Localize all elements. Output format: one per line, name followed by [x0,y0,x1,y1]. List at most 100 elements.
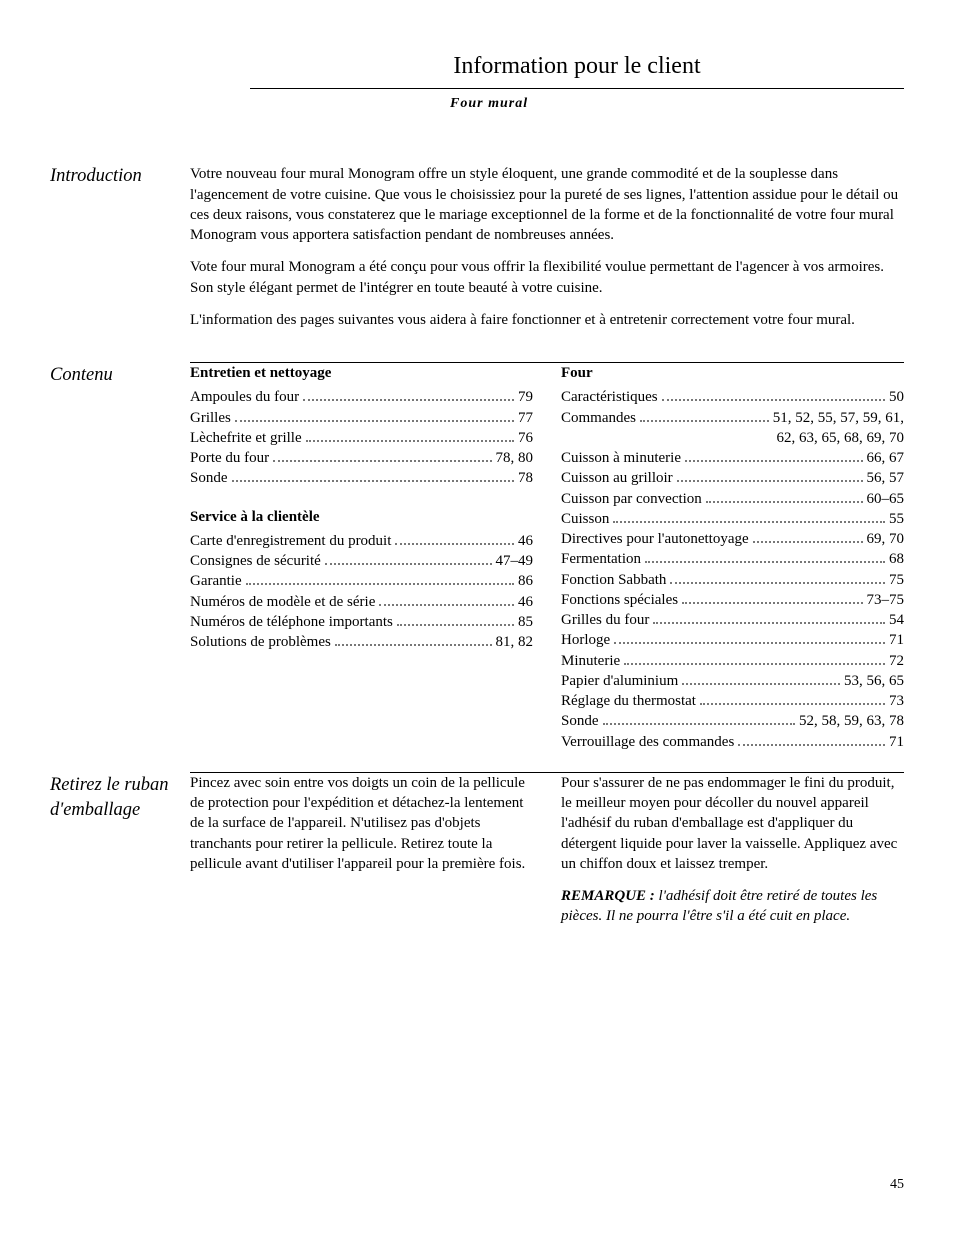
index-entry-page: 66, 67 [867,448,905,468]
leader-dots [653,622,885,624]
section-heading-remove-tape: Retirez le ruban d'emballage [50,773,190,939]
index-entry-label: Ampoules du four [190,387,299,407]
index-entry: Réglage du thermostat73 [561,691,904,711]
remove-tape-paragraph: Pour s'assurer de ne pas endommager le f… [561,773,904,874]
leader-dots [700,703,885,705]
index-entry-label: Sonde [561,711,599,731]
index-entry: Fermentation 68 [561,549,904,569]
remove-tape-paragraph: Pincez avec soin entre vos doigts un coi… [190,773,533,874]
introduction-paragraph: L'information des pages suivantes vous a… [190,310,904,330]
index-entry: Cuisson par convection 60–65 [561,489,904,509]
index-entry-page: 73–75 [867,590,905,610]
index-entry: Fonction Sabbath75 [561,570,904,590]
page-subtitle: Four mural [250,89,904,114]
index-entry: Carte d'enregistrement du produit46 [190,531,533,551]
index-entry-label: Caractéristiques [561,387,658,407]
index-entry-label: Minuterie [561,651,620,671]
note-label: REMARQUE : [561,888,659,904]
index-entry-label: Cuisson par convection [561,489,702,509]
index-group-title: Service à la clientèle [190,507,533,527]
section-heading-contents: Contenu [50,363,190,752]
introduction-body: Votre nouveau four mural Monogram offre … [190,164,904,342]
section-introduction: Introduction Votre nouveau four mural Mo… [50,164,904,342]
page-title: Information pour le client [250,50,904,82]
index-entry-label: Cuisson [561,509,609,529]
index-entry-label: Numéros de modèle et de série [190,592,375,612]
page-number: 45 [890,1176,904,1195]
index-entry: Sonde78 [190,468,533,488]
index-entry-label: Directives pour l'autonettoyage [561,529,749,549]
leader-dots [753,541,863,543]
index-entry: Cuisson au grilloir 56, 57 [561,468,904,488]
index-entry-page: 76 [518,428,533,448]
index-entry-page: 85 [518,612,533,632]
index-entry-page: 81, 82 [496,632,534,652]
leader-dots [397,624,514,626]
leader-dots [682,602,862,604]
section-heading-introduction: Introduction [50,164,190,342]
index-entry: Lèchefrite et grille 76 [190,428,533,448]
index-entry-page: 50 [889,387,904,407]
leader-dots [613,521,885,523]
leader-dots [624,663,885,665]
index-entry-page: 77 [518,408,533,428]
index-entry-label: Fonction Sabbath [561,570,666,590]
index-entry-page: 55 [889,509,904,529]
index-group: Entretien et nettoyage Ampoules du four 79… [190,363,533,489]
index-entry-page: 71 [889,732,904,752]
index-entry: Grilles du four 54 [561,610,904,630]
leader-dots [645,561,885,563]
index-entry-page: 47–49 [496,551,534,571]
index-entry-label: Réglage du thermostat [561,691,696,711]
index-entry-label: Solutions de problèmes [190,632,331,652]
leader-dots [706,501,863,503]
index-entry-page: 79 [518,387,533,407]
leader-dots [682,683,840,685]
leader-dots [677,480,863,482]
index-entry: Grilles 77 [190,408,533,428]
index-entry-label: Grilles [190,408,231,428]
index-entry-page: 86 [518,571,533,591]
index-entry-page: 56, 57 [867,468,905,488]
index-entry: Solutions de problèmes 81, 82 [190,632,533,652]
index-entry-page: 71 [889,630,904,650]
leader-dots [273,460,491,462]
index-entry-label: Cuisson au grilloir [561,468,673,488]
leader-dots [246,583,514,585]
index-entry-label: Verrouillage des commandes [561,732,734,752]
index-group-title: Four [561,363,904,383]
index-entry-label: Horloge [561,630,610,650]
introduction-paragraph: Votre nouveau four mural Monogram offre … [190,164,904,245]
index-entry-page: 54 [889,610,904,630]
index-entry-label: Lèchefrite et grille [190,428,302,448]
index-entry-page: 78, 80 [496,448,534,468]
index-entry-label: Grilles du four [561,610,649,630]
index-entry: Directives pour l'autonettoyage 69, 70 [561,529,904,549]
leader-dots [603,723,796,725]
leader-dots [335,644,492,646]
page-header: Information pour le client Four mural [250,50,904,114]
leader-dots [685,460,863,462]
index-entry-label: Consignes de sécurité [190,551,321,571]
index-entry: Ampoules du four 79 [190,387,533,407]
index-entry-label: Fermentation [561,549,641,569]
index-entry-page: 69, 70 [867,529,905,549]
remove-tape-note: REMARQUE : l'adhésif doit être retiré de… [561,886,904,927]
leader-dots [303,399,514,401]
section-remove-tape: Retirez le ruban d'emballage Pincez avec… [50,773,904,939]
index-entry: Minuterie 72 [561,651,904,671]
index-entry-label: Papier d'aluminium [561,671,678,691]
index-group-title: Entretien et nettoyage [190,363,533,383]
section-contents: Contenu Entretien et nettoyage Ampoules d… [50,363,904,752]
index-entry: Papier d'aluminium53, 56, 65 [561,671,904,691]
leader-dots [670,582,885,584]
index-entry: Horloge 71 [561,630,904,650]
index-group: Service à la clientèle Carte d'enregistre… [190,507,533,653]
leader-dots [232,480,515,482]
index-entry-page: 68 [889,549,904,569]
leader-dots [640,420,769,422]
remove-tape-body: Pincez avec soin entre vos doigts un coi… [190,773,904,939]
leader-dots [738,744,885,746]
index-entry-page: 60–65 [867,489,905,509]
index-entry-page: 72 [889,651,904,671]
